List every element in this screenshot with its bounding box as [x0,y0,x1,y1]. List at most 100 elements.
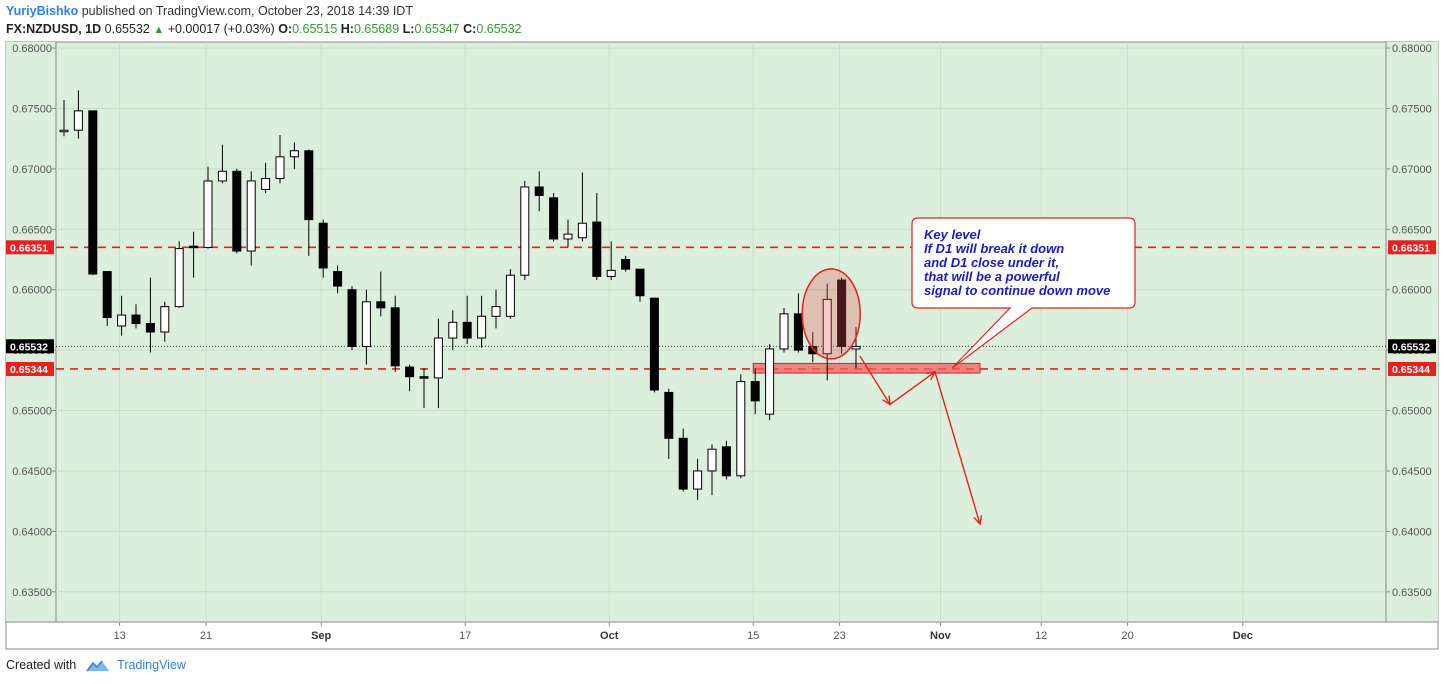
last-price-label-left: 0.65532 [10,341,48,353]
candle-body [448,321,458,339]
candle-body [304,150,314,221]
annotation-line: and D1 close under it, [924,255,1059,270]
y-tick-label-right: 0.65000 [1392,406,1432,418]
y-tick-label-right: 0.66500 [1392,224,1432,236]
candle-body [549,197,559,240]
published-text: published on TradingView.com, October 23… [81,4,413,18]
candle-body [405,366,415,378]
candle-body [361,301,371,347]
close-label: C: [463,22,477,36]
candle-body [793,313,803,351]
y-tick-label-left: 0.68000 [12,43,52,55]
candle-body [462,321,472,339]
candle-body [390,307,400,367]
candle-body [534,186,544,196]
arrow-head-final [973,515,983,526]
right-axis-area [1386,42,1438,622]
y-tick-label-left: 0.66000 [12,285,52,297]
highlight-ellipse [801,268,861,360]
candle-body [779,313,789,350]
candle-body [721,446,731,477]
y-tick-label-right: 0.66000 [1392,285,1432,297]
x-tick-label: 12 [1035,630,1047,642]
candle-body [203,180,213,248]
y-tick-label-left: 0.64000 [12,526,52,538]
symbol-label: FX:NZDUSD, 1D [6,22,102,36]
candle-body [376,301,386,309]
level-label-right: 0.66351 [1392,242,1430,254]
level-label-right: 0.65344 [1392,364,1430,376]
x-tick-label: 15 [747,630,759,642]
y-tick-label-left: 0.65000 [12,406,52,418]
candle-body [131,314,141,325]
x-tick-label: Dec [1233,630,1253,642]
candle-body [289,150,299,158]
x-tick-label: 23 [833,630,845,642]
tradingview-link[interactable]: TradingView [117,658,186,672]
candle-body [347,289,357,348]
tradingview-logo-icon [86,660,109,672]
level-badge-right [1388,361,1436,376]
level-label-left: 0.66351 [10,242,48,254]
candle-body [678,437,688,490]
candle-body [837,279,847,347]
x-tick-label: 17 [459,630,471,642]
x-tick-label: 13 [113,630,125,642]
y-tick-label-left: 0.67000 [12,164,52,176]
annotation-line: signal to continue down move [924,283,1110,298]
annotation-callout [911,217,1136,369]
y-tick-label-left: 0.67500 [12,103,52,115]
candle-body [145,323,155,333]
last-price-badge-right [1388,339,1436,354]
candle-body [649,297,659,391]
support-zone [752,362,981,374]
candle-body [88,110,98,275]
level-badge-left [6,240,54,255]
plot-area [55,41,1387,623]
candle-body [477,315,487,339]
level-badge-right [1388,240,1436,255]
level-badge-left [6,361,54,376]
up-arrow-icon: ▲ [153,24,165,36]
candle-body [433,337,443,379]
y-tick-label-right: 0.64000 [1392,526,1432,538]
candle-body [635,268,645,297]
open-value: 0.65515 [292,22,338,36]
candle-body [621,259,631,270]
candle-body [693,470,703,490]
candle-body [664,391,674,439]
candle-body [117,314,127,327]
author-name[interactable]: YuriyBishko [6,4,79,18]
y-tick-label-left: 0.64500 [12,466,52,478]
candle-body [275,156,285,180]
close-value: 0.65532 [476,22,522,36]
annotation-line: that will be a powerful [924,269,1060,284]
y-tick-label-right: 0.67000 [1392,164,1432,176]
candle-body [217,170,227,182]
x-tick-label: 20 [1121,630,1133,642]
candle-body [174,248,184,308]
y-tick-label-left: 0.66500 [12,224,52,236]
level-label-left: 0.65344 [10,364,48,376]
candle-body [851,346,861,350]
candle-body [73,110,83,131]
candle-body [736,381,746,477]
x-tick-label: Sep [311,630,331,642]
candle-body [160,306,170,333]
candle-body [491,306,501,317]
y-tick-label-right: 0.64500 [1392,466,1432,478]
last-price-badge-left [6,339,54,354]
projection-path [859,355,981,525]
candle-body [750,381,760,402]
x-tick-label: Nov [930,630,952,642]
candle-body [606,269,616,277]
candle-body [318,222,328,269]
x-tick-label: Oct [600,630,619,642]
low-label: L: [402,22,415,36]
low-value: 0.65347 [414,22,460,36]
candle-body [707,448,717,472]
y-tick-label-right: 0.68000 [1392,43,1432,55]
y-tick-label-right: 0.63500 [1392,587,1432,599]
high-label: H: [340,22,354,36]
